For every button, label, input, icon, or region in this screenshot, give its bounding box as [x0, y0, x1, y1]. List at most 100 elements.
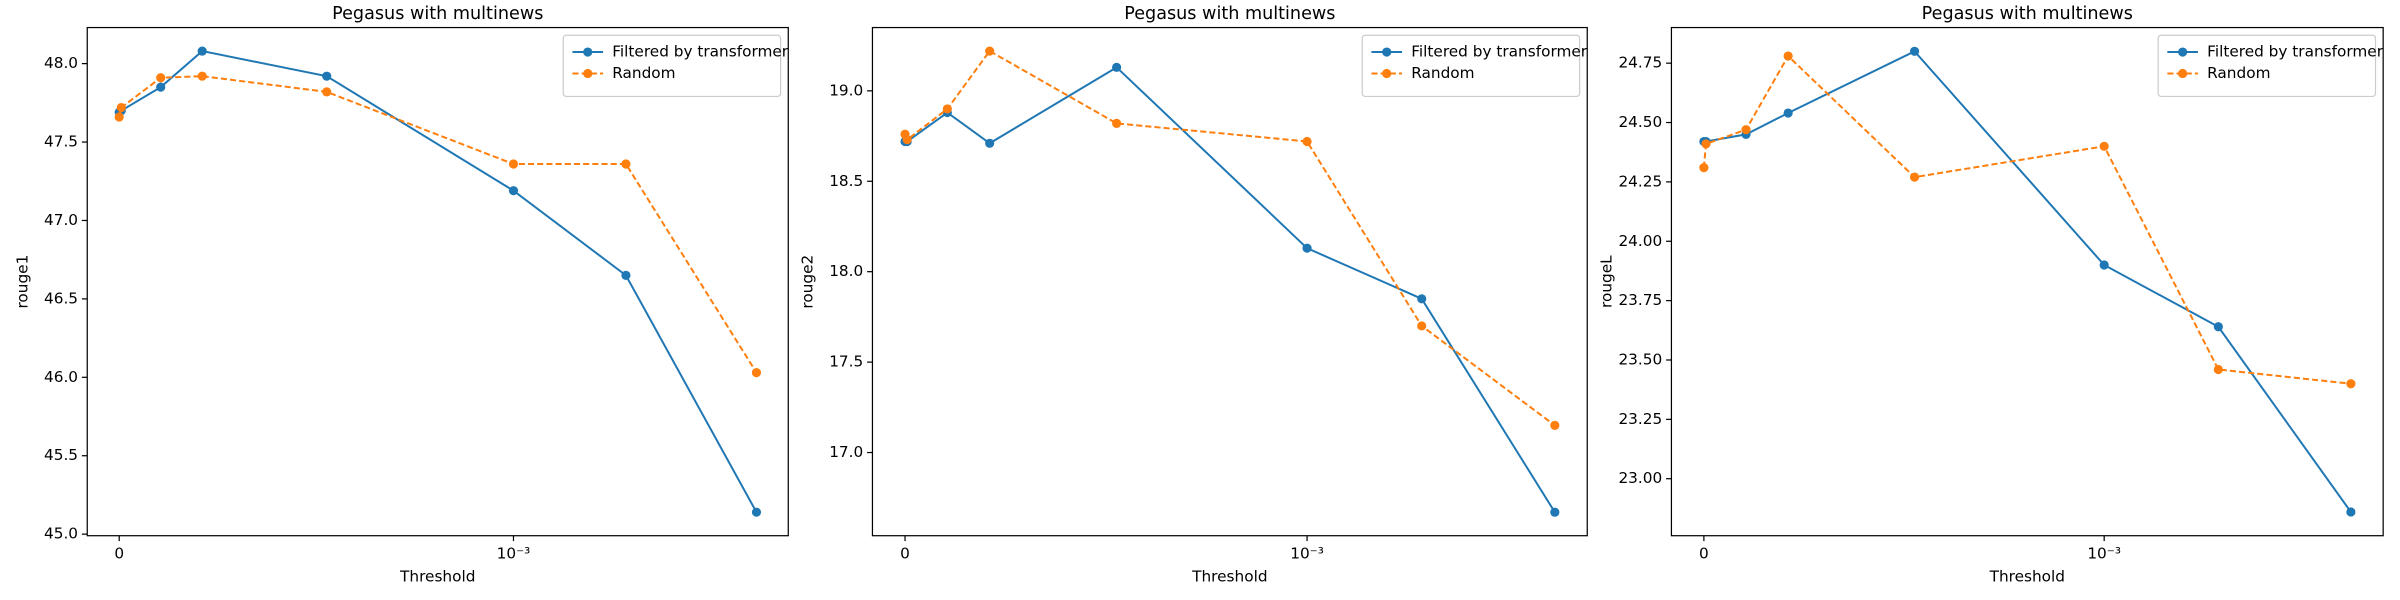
x-axis-label: Threshold: [399, 568, 475, 586]
y-tick-label: 19.0: [829, 81, 863, 99]
y-tick-label: 18.5: [829, 172, 863, 190]
y-axis-label: rougeL: [1598, 255, 1616, 308]
y-tick-label: 24.00: [1618, 232, 1662, 250]
y-axis-label: rouge1: [13, 255, 31, 309]
legend-marker: [2178, 47, 2188, 57]
y-tick-label: 45.5: [44, 446, 78, 464]
data-point: [197, 46, 207, 56]
y-tick-label: 48.0: [44, 54, 78, 72]
y-tick-label: 23.50: [1618, 350, 1662, 368]
data-point: [508, 159, 519, 169]
data-point: [1302, 136, 1312, 147]
data-point: [197, 71, 207, 81]
subplot: Pegasus with multinews Threshold rouge2 17.…: [799, 4, 1588, 586]
x-tick-label: 0: [1699, 545, 1709, 563]
data-point: [1699, 163, 1709, 173]
legend-label: Filtered by transformer: [612, 43, 789, 61]
data-point: [1550, 507, 1560, 517]
data-point: [942, 104, 952, 114]
data-point: [2213, 322, 2223, 332]
data-point: [621, 270, 631, 280]
legend-marker: [583, 68, 593, 79]
chart-title: Pegasus with multinews: [1124, 4, 1335, 24]
subplot: Pegasus with multinewsThresholdrougeL23.…: [1598, 4, 2384, 586]
data-point: [902, 135, 912, 145]
y-tick-label: 18.0: [829, 262, 863, 280]
legend-label: Filtered by transformer: [2207, 43, 2384, 61]
y-tick-label: 46.5: [44, 289, 78, 307]
y-tick-label: 46.0: [44, 368, 78, 386]
data-point: [508, 186, 519, 196]
legend-marker: [1382, 68, 1392, 79]
data-point: [114, 112, 124, 122]
plot-area: [1670, 26, 2384, 537]
data-point: [1909, 46, 1920, 56]
data-point: [1417, 294, 1427, 304]
y-tick-label: 17.5: [829, 353, 863, 371]
legend-box: [2157, 34, 2377, 98]
data-point: [985, 138, 995, 148]
series-line: [1703, 50, 2352, 513]
y-axis-label: rouge2: [799, 255, 817, 309]
data-point: [2099, 260, 2109, 270]
data-point: [985, 46, 995, 56]
data-point: [2213, 364, 2223, 375]
legend-box: [562, 34, 782, 98]
data-point: [1741, 125, 1751, 135]
data-point: [322, 87, 332, 97]
data-point: [116, 102, 126, 113]
x-tick-label: 10⁻³: [1290, 545, 1324, 563]
data-point: [1550, 420, 1560, 430]
data-point: [1112, 62, 1122, 72]
data-point: [1112, 118, 1122, 128]
data-point: [751, 507, 762, 517]
data-point: [156, 73, 166, 83]
y-tick-label: 47.0: [44, 211, 78, 229]
data-point: [2099, 141, 2109, 151]
y-tick-label: 23.25: [1618, 410, 1662, 428]
data-point: [1701, 139, 1711, 149]
plot-area: [871, 26, 1588, 537]
legend-label: Random: [612, 64, 675, 82]
legend-marker: [583, 47, 593, 57]
x-tick-label: 0: [114, 545, 124, 563]
subplot: Pegasus with multinews Threshold rouge1 45.…: [13, 4, 789, 586]
legend-marker: [2178, 68, 2188, 79]
x-tick-label: 0: [900, 545, 910, 563]
series-line: [118, 75, 758, 374]
legend-label: Random: [1411, 64, 1474, 82]
chart-title: Pegasus with multinews: [332, 4, 543, 24]
legend-marker: [1382, 47, 1392, 57]
y-tick-label: 24.75: [1618, 54, 1662, 72]
series-line: [905, 66, 1556, 513]
series-line: [904, 49, 1556, 427]
y-tick-label: 17.0: [829, 443, 863, 461]
data-point: [322, 71, 332, 81]
y-tick-label: 45.0: [44, 525, 78, 543]
data-point: [1417, 321, 1427, 331]
y-tick-label: 47.5: [44, 133, 78, 151]
series-line: [118, 50, 758, 513]
y-tick-label: 23.75: [1618, 291, 1662, 309]
y-tick-label: 24.50: [1618, 113, 1662, 131]
data-point: [1783, 51, 1793, 61]
x-tick-label: 10⁻³: [497, 545, 531, 563]
y-tick-label: 23.00: [1618, 469, 1662, 487]
chart-title: Pegasus with multinews: [1922, 4, 2133, 24]
x-axis-label: Threshold: [1191, 568, 1267, 586]
series-line: [1702, 54, 2351, 385]
legend-label: Filtered by transformer: [1411, 43, 1588, 61]
data-point: [2346, 507, 2356, 517]
data-point: [1783, 108, 1793, 118]
data-point: [621, 159, 631, 169]
x-tick-label: 10⁻³: [2087, 545, 2121, 563]
data-point: [2346, 379, 2356, 389]
data-point: [156, 82, 166, 92]
legend-label: Random: [2207, 64, 2270, 82]
data-point: [751, 368, 762, 378]
data-point: [1302, 243, 1312, 253]
x-axis-label: Threshold: [1989, 568, 2065, 586]
legend-box: [1361, 34, 1581, 98]
y-tick-label: 24.25: [1618, 172, 1662, 190]
